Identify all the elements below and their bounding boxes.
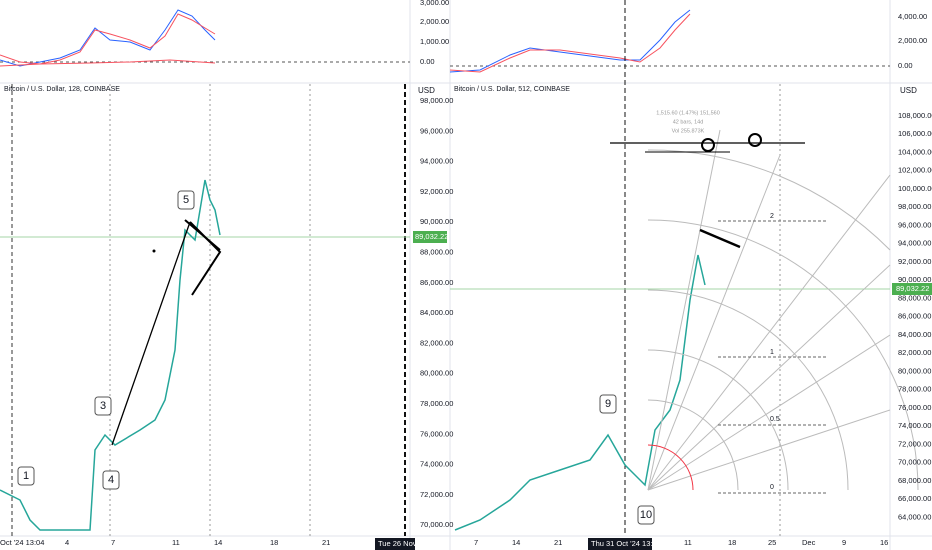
wave-label-box — [102, 470, 120, 490]
wave-label: 4 — [108, 474, 114, 486]
price-tick: 104,000.00 — [898, 147, 932, 156]
price-tick: 84,000.00 — [420, 308, 453, 317]
price-tick: 86,000.00 — [898, 312, 931, 321]
wave-label: 1 — [23, 470, 29, 482]
price-tick: 76,000.00 — [420, 429, 453, 438]
pane-title: Bitcoin / U.S. Dollar, 128, COINBASE — [4, 86, 120, 93]
price-tick: 94,000.00 — [420, 157, 453, 166]
price-tick: 92,000.00 — [420, 187, 453, 196]
price-tick: 80,000.00 — [420, 369, 453, 378]
price-tick: 78,000.00 — [898, 385, 931, 394]
price-tick: 70,000.00 — [898, 458, 931, 467]
time-tick: 7 — [111, 538, 115, 547]
price-tick: 86,000.00 — [420, 278, 453, 287]
indicator-tick: 1,000.00 — [420, 37, 449, 46]
cursor-time: Thu 31 Oct '24 13:04 — [591, 539, 661, 548]
last-price: 89,032.22 — [415, 232, 448, 241]
indicator-tick: 0.00 — [898, 61, 913, 70]
indicator-tick: 2,000.00 — [420, 17, 449, 26]
time-tick: Dec — [802, 538, 816, 547]
price-tick: 102,000.00 — [898, 166, 932, 175]
time-tick: 21 — [554, 538, 562, 547]
wave-label-box — [94, 396, 112, 416]
time-tick: 16 — [880, 538, 888, 547]
wave-label-box — [177, 190, 195, 210]
price-tick: 70,000.00 — [420, 520, 453, 529]
last-price: 89,032.22 — [896, 284, 929, 293]
time-tick: 4 — [65, 538, 69, 547]
wave-label-box — [637, 505, 655, 525]
price-tick: 72,000.00 — [898, 439, 931, 448]
time-tick: 14 — [512, 538, 520, 547]
price-tick: 66,000.00 — [898, 494, 931, 503]
wave-label-box — [17, 466, 35, 486]
price-tick: 82,000.00 — [420, 338, 453, 347]
fib-level: 1 — [770, 349, 774, 356]
measure-info: 42 bars, 14d — [673, 119, 704, 125]
fib-level: 0.5 — [770, 416, 780, 423]
wave-label: 10 — [640, 509, 652, 521]
indicator-tick: 3,000.00 — [420, 0, 449, 7]
time-tick: 11 — [684, 538, 692, 547]
pane-title: Bitcoin / U.S. Dollar, 512, COINBASE — [454, 86, 570, 93]
currency: USD — [900, 86, 917, 95]
time-tick: 25 — [768, 538, 776, 547]
wave-label: 9 — [605, 398, 611, 410]
price-tick: 106,000.00 — [898, 129, 932, 138]
time-tick: 11 — [172, 538, 180, 547]
price-tick: 84,000.00 — [898, 330, 931, 339]
indicator-tick: 2,000.00 — [898, 36, 927, 45]
currency: USD — [418, 86, 435, 95]
price-tick: 98,000.00 — [898, 202, 931, 211]
price-tick: 88,000.00 — [420, 247, 453, 256]
price-tick: 88,000.00 — [898, 293, 931, 302]
price-tick: 96,000.00 — [420, 126, 453, 135]
price-tick: 82,000.00 — [898, 348, 931, 357]
price-tick: 78,000.00 — [420, 399, 453, 408]
price-tick: 74,000.00 — [420, 460, 453, 469]
wave-label: 3 — [100, 400, 106, 412]
cursor-time: Tue 26 Nov '24 — [378, 539, 428, 548]
fib-level: 2 — [770, 213, 774, 220]
fib-level: 0 — [770, 484, 774, 491]
price-tick: 92,000.00 — [898, 257, 931, 266]
price-tick: 90,000.00 — [420, 217, 453, 226]
wave-label-box — [599, 394, 617, 414]
price-tick: 80,000.00 — [898, 366, 931, 375]
time-tick: 7 — [474, 538, 478, 547]
price-tick: 90,000.00 — [898, 275, 931, 284]
price-tick: 94,000.00 — [898, 239, 931, 248]
price-tick: 108,000.00 — [898, 111, 932, 120]
time-tick: 9 — [842, 538, 846, 547]
price-tick: 100,000.00 — [898, 184, 932, 193]
price-tick: 68,000.00 — [898, 476, 931, 485]
wave-label: 5 — [183, 194, 189, 206]
indicator-tick: 0.00 — [420, 57, 435, 66]
price-tick: 74,000.00 — [898, 421, 931, 430]
measure-info: Vol 255.873K — [672, 128, 705, 134]
price-tick: 64,000.00 — [898, 512, 931, 521]
price-tick: 72,000.00 — [420, 490, 453, 499]
price-tick: 96,000.00 — [898, 220, 931, 229]
time-tick: Oct '24 13:04 — [0, 538, 44, 547]
price-tick: 76,000.00 — [898, 403, 931, 412]
time-tick: 18 — [270, 538, 278, 547]
time-tick: 14 — [214, 538, 222, 547]
indicator-tick: 4,000.00 — [898, 12, 927, 21]
price-tick: 98,000.00 — [420, 96, 453, 105]
time-tick: 21 — [322, 538, 330, 547]
measure-info: 1,515.60 (1.47%) 151,560 — [656, 110, 720, 116]
time-tick: 18 — [728, 538, 736, 547]
